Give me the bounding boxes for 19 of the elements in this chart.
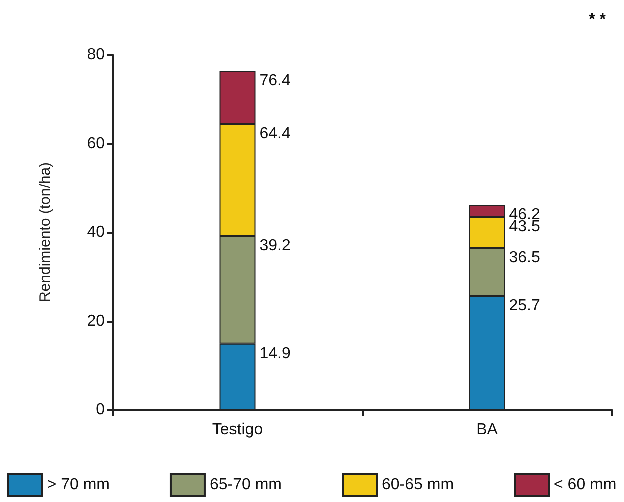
x-tick-label: Testigo — [212, 422, 264, 438]
y-tick-label: 40 — [87, 224, 106, 241]
legend-label: 60-65 mm — [382, 476, 454, 494]
y-tick-label: 60 — [87, 135, 106, 152]
annotation: 64.4 — [260, 126, 291, 143]
annotation: 14.9 — [260, 345, 291, 362]
y-tick-label: 80 — [87, 46, 106, 64]
y-axis-title: Rendimiento (ton/ha) — [37, 162, 54, 303]
y-tick-label: 0 — [96, 402, 106, 418]
annotation: 39.2 — [260, 238, 291, 255]
legend-label: 65-70 mm — [210, 476, 282, 494]
annotation: 36.5 — [509, 250, 540, 267]
annotation: 25.7 — [509, 297, 540, 314]
x-tick-label: BA — [476, 422, 498, 438]
legend-label: > 70 mm — [47, 476, 110, 494]
legend-label: < 60 mm — [554, 476, 617, 494]
y-tick-label: 20 — [87, 312, 106, 330]
text: * * — [589, 12, 607, 28]
annotation: 76.4 — [260, 72, 291, 90]
